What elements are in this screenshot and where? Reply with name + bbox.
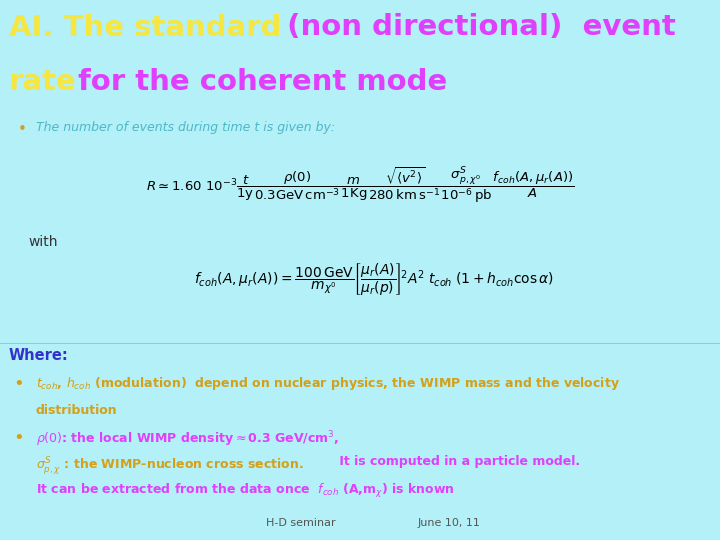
Text: It is computed in a particle model.: It is computed in a particle model. — [335, 455, 580, 468]
Text: with: with — [29, 235, 58, 249]
Text: It can be extracted from the data once  $f_{coh}$ (A,m$_\chi$) is known: It can be extracted from the data once $… — [36, 482, 454, 500]
Text: June 10, 11: June 10, 11 — [418, 518, 480, 528]
Text: $\sigma^S_{p,\chi}$ : the WIMP-nucleon cross section.: $\sigma^S_{p,\chi}$ : the WIMP-nucleon c… — [36, 455, 304, 477]
Text: Where:: Where: — [9, 348, 68, 363]
Text: rate: rate — [9, 68, 76, 96]
Text: $R \simeq 1.60\ 10^{-3}\dfrac{t}{1\mathrm{y}}\dfrac{\rho(0)}{0.3\mathrm{GeV\,cm}: $R \simeq 1.60\ 10^{-3}\dfrac{t}{1\mathr… — [145, 165, 575, 206]
Text: H-D seminar: H-D seminar — [266, 518, 336, 528]
Text: •: • — [13, 429, 24, 447]
Text: distribution: distribution — [36, 404, 117, 417]
Text: (non directional)  event: (non directional) event — [277, 14, 676, 42]
Text: •: • — [18, 122, 27, 137]
Text: •: • — [13, 375, 24, 393]
Text: AI. The standard: AI. The standard — [9, 14, 281, 42]
Text: $f_{coh}(A,\mu_r(A)) = \dfrac{100\,\mathrm{GeV}}{m_{\chi^0}}\left[\dfrac{\mu_r(A: $f_{coh}(A,\mu_r(A)) = \dfrac{100\,\math… — [194, 262, 554, 298]
Text: $t_{coh}$, $h_{coh}$ (modulation)  depend on nuclear physics, the WIMP mass and : $t_{coh}$, $h_{coh}$ (modulation) depend… — [36, 375, 620, 392]
Text: $\rho(0)$: the local WIMP density$\approx$0.3 GeV/cm$^3$,: $\rho(0)$: the local WIMP density$\appro… — [36, 429, 339, 449]
Text: for the coherent mode: for the coherent mode — [68, 68, 448, 96]
Text: The number of events during time t is given by:: The number of events during time t is gi… — [36, 122, 335, 134]
